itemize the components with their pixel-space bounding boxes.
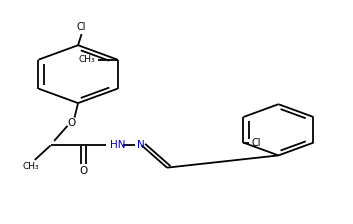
Text: Cl: Cl [251, 138, 261, 148]
Text: O: O [67, 118, 75, 128]
Text: CH₃: CH₃ [78, 55, 95, 64]
Text: O: O [79, 166, 88, 176]
Text: CH₃: CH₃ [23, 162, 40, 171]
Text: N: N [137, 140, 145, 150]
Text: HN: HN [110, 140, 126, 150]
Text: Cl: Cl [77, 22, 86, 32]
